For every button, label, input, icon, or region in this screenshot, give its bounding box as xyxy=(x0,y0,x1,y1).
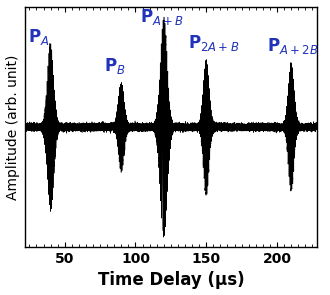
Text: P$_{A+2B}$: P$_{A+2B}$ xyxy=(267,36,318,56)
Text: P$_B$: P$_B$ xyxy=(104,56,126,76)
Text: P$_A$: P$_A$ xyxy=(28,27,50,47)
Y-axis label: Amplitude (arb. unit): Amplitude (arb. unit) xyxy=(6,54,19,200)
Text: P$_{2A+B}$: P$_{2A+B}$ xyxy=(188,33,239,53)
Text: P$_{A+B}$: P$_{A+B}$ xyxy=(140,6,183,27)
X-axis label: Time Delay (μs): Time Delay (μs) xyxy=(98,271,244,289)
